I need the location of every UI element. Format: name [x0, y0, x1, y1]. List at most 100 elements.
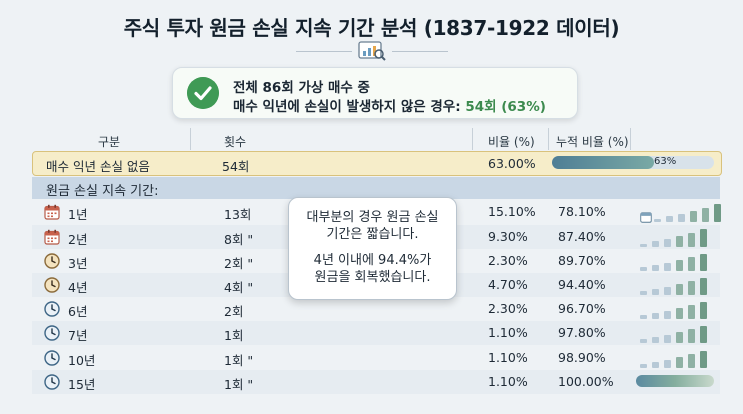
callout-text: 4년 이내에 94.4%가	[313, 253, 432, 268]
trend-bar	[678, 214, 685, 222]
calendar-icon	[44, 204, 60, 220]
trend-bar	[676, 308, 683, 319]
callout-text: 기간은 짧습니다.	[326, 227, 419, 242]
row-label: 1년	[68, 207, 88, 222]
trend-bar	[664, 239, 671, 247]
table-row: 6년 2회 2.30% 96.70%	[32, 297, 720, 321]
calendar-icon	[640, 208, 652, 223]
trend-bar	[664, 360, 671, 368]
trend-bar	[652, 265, 659, 271]
column-divider	[548, 128, 549, 150]
no-loss-count: 54회	[222, 159, 250, 174]
row-count: 8회 "	[224, 232, 254, 247]
column-divider	[630, 128, 631, 150]
title-divider-left	[296, 51, 352, 52]
callout-text: 대부분의 경우 원금 손실	[306, 210, 439, 225]
table-row: 1년 13회 15.10% 78.10%	[32, 200, 721, 224]
trend-bar	[640, 244, 647, 247]
trend-bar	[700, 302, 707, 319]
section-header: 원금 손실 지속 기간:	[32, 177, 720, 199]
trend-bar	[688, 233, 695, 247]
column-divider	[190, 128, 191, 150]
row-count: 2회	[224, 304, 244, 319]
trend-bar	[676, 260, 683, 271]
trend-mini-bars	[640, 299, 720, 319]
no-loss-row-content: 매수 익년 손실 없음 54회 63.00%	[32, 152, 720, 176]
row-ratio: 1.10%	[488, 374, 528, 389]
row-cumulative: 87.40%	[558, 229, 606, 244]
trend-bar	[688, 354, 695, 368]
summary-card: 전체 86회 가상 매수 중 매수 익년에 손실이 발생하지 않은 경우: 54…	[172, 67, 578, 119]
trend-mini-bars	[640, 202, 734, 223]
trend-bar	[676, 332, 683, 343]
callout-paragraph-2: 4년 이내에 94.4%가 원금을 회복했습니다.	[289, 252, 456, 286]
summary-line-2-text: 매수 익년에 손실이 발생하지 않은 경우:	[233, 99, 466, 115]
trend-bar	[688, 257, 695, 271]
trend-mini-bars	[640, 275, 720, 295]
row-ratio: 2.30%	[488, 301, 528, 316]
trend-bar	[676, 357, 683, 368]
trend-bar	[690, 211, 697, 222]
row-count: 1회	[224, 328, 244, 343]
clock-icon	[44, 374, 60, 390]
row-cumulative: 97.80%	[558, 325, 606, 340]
row-label: 6년	[68, 304, 88, 319]
table-row: 15년 1회 " 1.10% 100.00%	[32, 370, 720, 394]
trend-bar	[700, 326, 707, 343]
row-label: 7년	[68, 328, 88, 343]
trend-bar	[652, 337, 659, 343]
row-ratio: 2.30%	[488, 253, 528, 268]
trend-bar	[652, 289, 659, 295]
row-ratio: 1.10%	[488, 325, 528, 340]
trend-bar	[676, 284, 683, 295]
trend-bar	[700, 278, 707, 295]
no-loss-label: 매수 익년 손실 없음	[46, 159, 150, 174]
row-ratio: 15.10%	[488, 204, 536, 219]
trend-bar	[700, 351, 707, 368]
trend-bar	[676, 236, 683, 247]
row-count: 1회 "	[224, 377, 254, 392]
row-ratio: 9.30%	[488, 229, 528, 244]
title-divider-right	[392, 51, 448, 52]
trend-bar	[702, 208, 709, 222]
trend-bar	[688, 281, 695, 295]
trend-bar	[652, 241, 659, 247]
row-label: 3년	[68, 256, 88, 271]
no-loss-ratio: 63.00%	[488, 156, 536, 171]
clock-icon	[44, 325, 60, 341]
table-row: 10년 1회 " 1.10% 98.90%	[32, 346, 720, 370]
trend-bar	[654, 219, 661, 222]
header-ratio: 비율 (%)	[488, 135, 535, 149]
section-label: 원금 손실 지속 기간:	[46, 184, 159, 199]
trend-bar	[640, 364, 647, 368]
analytics-chart-icon	[358, 41, 386, 61]
row-count: 1회 "	[224, 353, 254, 368]
row-ratio: 1.10%	[488, 350, 528, 365]
row-count: 4회 "	[224, 280, 254, 295]
trend-bar	[700, 254, 707, 271]
column-divider	[472, 128, 473, 150]
callout-text: 원금을 회복했습니다.	[314, 270, 431, 285]
calendar-icon	[44, 229, 60, 245]
trend-bar	[664, 311, 671, 319]
summary-line-2: 매수 익년에 손실이 발생하지 않은 경우: 54회 (63%)	[233, 95, 546, 115]
trend-bar	[640, 267, 647, 271]
header-count: 횟수	[224, 135, 247, 149]
row-label: 2년	[68, 232, 88, 247]
trend-mini-bars	[640, 323, 720, 343]
clock-icon	[44, 253, 60, 269]
row-count: 13회	[224, 207, 252, 222]
trend-bar	[640, 291, 647, 295]
row-label: 10년	[68, 353, 96, 368]
trend-bar	[640, 315, 647, 319]
header-cumulative: 누적 비율 (%)	[556, 135, 629, 149]
trend-bar	[664, 263, 671, 271]
trend-bar	[652, 362, 659, 368]
row-label: 15년	[68, 377, 96, 392]
insight-callout: 대부분의 경우 원금 손실 기간은 짧습니다. 4년 이내에 94.4%가 원금…	[288, 197, 457, 300]
trend-bar	[714, 204, 721, 222]
row-cumulative: 100.00%	[558, 374, 614, 389]
clock-icon	[44, 277, 60, 293]
trend-mini-bars	[640, 251, 720, 271]
summary-line-1: 전체 86회 가상 매수 중	[233, 80, 370, 96]
